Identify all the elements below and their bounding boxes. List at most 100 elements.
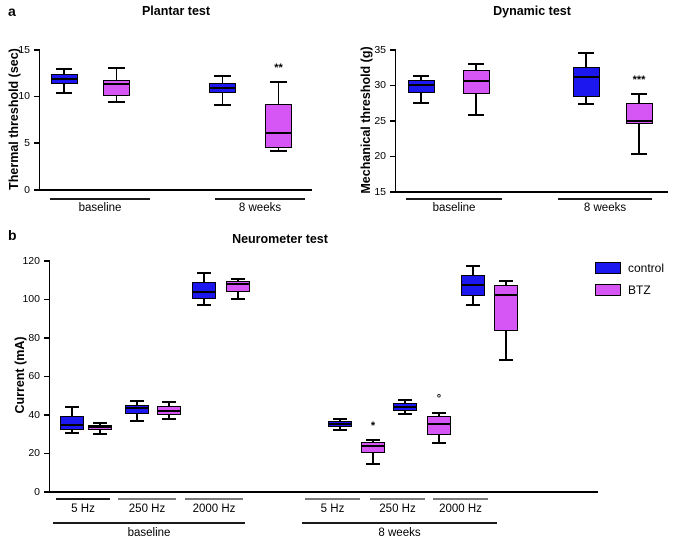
significance-annotation: ° (436, 393, 442, 406)
plantar-tick (33, 189, 39, 191)
group-underline (406, 198, 502, 200)
panel-b-label: b (8, 227, 17, 243)
whisker-cap-max (412, 74, 430, 77)
group-label: 8 weeks (238, 202, 282, 214)
whisker-cap-min (55, 91, 73, 94)
whisker-cap-min (465, 304, 481, 307)
median-line (361, 444, 385, 447)
legend-item-control: control (595, 261, 664, 275)
whisker-cap-max (64, 406, 80, 409)
median-line (209, 87, 236, 90)
plantar-x-axis (38, 189, 312, 191)
plantar-y-axis (38, 49, 40, 191)
whisker-cap-max (630, 92, 648, 95)
neurometer-tick-label: 120 (22, 254, 40, 267)
box-btz (462, 70, 490, 95)
plantar-ylabel: Thermal threshold (sec) (7, 48, 21, 190)
median-line (625, 119, 653, 122)
whisker-cap-min (161, 417, 177, 420)
whisker-cap-min (230, 297, 246, 300)
whisker-cap-min (214, 104, 231, 106)
neurometer-tick-label: 20 (28, 447, 40, 459)
box-btz (361, 441, 385, 454)
whisker-cap-min (577, 102, 595, 105)
whisker-cap-min (196, 304, 212, 307)
whisker-cap-max (129, 400, 145, 403)
dynamic-tick-label: 20 (374, 150, 386, 162)
whisker-cap-max (196, 272, 212, 275)
box-btz (494, 285, 518, 332)
btz-swatch-icon (595, 284, 621, 296)
significance-annotation: ** (274, 61, 283, 74)
whisker-cap-max (214, 75, 231, 78)
dynamic-tick-label: 30 (374, 79, 386, 91)
whisker-cap-max (498, 280, 514, 283)
median-line (407, 83, 435, 86)
frequency-underline (118, 498, 176, 500)
neurometer-tick (43, 375, 49, 377)
neurometer-title: Neurometer test (232, 232, 328, 246)
frequency-label: 5 Hz (71, 503, 95, 515)
dynamic-tick-label: 15 (374, 185, 386, 198)
neurometer-tick-label: 60 (28, 370, 40, 382)
dynamic-tick-label: 25 (374, 114, 386, 127)
significance-annotation: *** (632, 73, 646, 86)
median-line (494, 293, 518, 296)
whisker-cap-min (431, 441, 447, 444)
frequency-label: 2000 Hz (192, 503, 236, 515)
whisker-cap-min (467, 114, 485, 117)
neurometer-tick (43, 260, 49, 262)
group-underline (558, 198, 652, 200)
whisker-cap-max (465, 264, 481, 267)
whisker-cap-min (64, 432, 80, 435)
plantar-tick (33, 49, 39, 51)
neurometer-tick-label: 0 (34, 485, 40, 498)
whisker-cap-max (108, 66, 125, 69)
whisker-cap-max (397, 398, 413, 401)
neurometer-tick (43, 337, 49, 339)
whisker-cap-min (412, 101, 430, 104)
plantar-tick (33, 95, 39, 98)
whisker-cap-max (270, 80, 287, 83)
median-line (572, 76, 600, 79)
plantar-title: Plantar test (141, 4, 211, 18)
whisker-cap-max (431, 412, 447, 415)
group-underline (302, 522, 497, 524)
whisker-cap-max (230, 278, 246, 281)
group-label: baseline (432, 202, 476, 214)
neurometer-tick-label: 40 (28, 408, 40, 421)
panel-a-label: a (8, 3, 16, 19)
median-line (461, 284, 485, 287)
dynamic-tick-label: 35 (374, 43, 386, 56)
frequency-underline (370, 498, 425, 500)
group-label: baseline (127, 527, 171, 539)
frequency-underline (305, 498, 360, 500)
neurometer-x-axis (48, 491, 598, 493)
group-label: 8 weeks (378, 527, 421, 539)
whisker-cap-max (467, 62, 485, 65)
dynamic-tick (389, 155, 395, 157)
frequency-underline (433, 498, 488, 500)
box-btz (427, 415, 451, 436)
plantar-tick-label: 10 (18, 90, 30, 103)
median-line (462, 79, 490, 82)
median-line (60, 423, 84, 426)
dynamic-title: Dynamic test (493, 4, 571, 18)
group-underline (215, 198, 305, 200)
frequency-underline (56, 498, 110, 500)
box-control (572, 67, 600, 98)
dynamic-y-axis (394, 49, 396, 193)
frequency-label: 2000 Hz (439, 503, 482, 515)
whisker-cap-min (108, 101, 125, 104)
whisker-cap-min (365, 463, 381, 466)
whisker-cap-min (397, 413, 413, 415)
box-control (407, 80, 435, 93)
neurometer-tick-label: 100 (22, 293, 40, 305)
control-swatch-icon (595, 262, 621, 274)
dynamic-tick (389, 49, 395, 51)
legend: control BTZ (595, 261, 664, 297)
significance-annotation: * (370, 419, 376, 432)
dynamic-tick (389, 84, 395, 86)
neurometer-y-axis (48, 260, 50, 493)
